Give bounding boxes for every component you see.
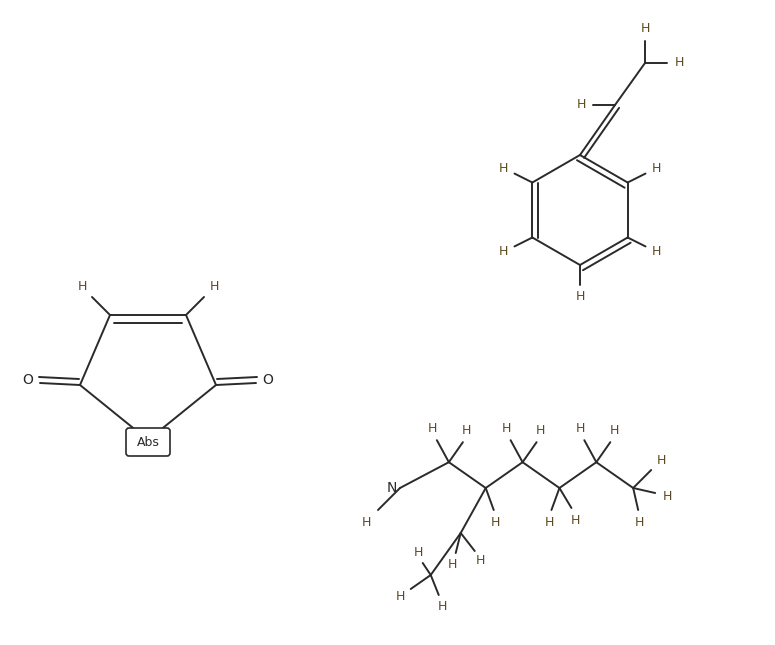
Text: H: H (361, 515, 370, 528)
Text: H: H (448, 559, 457, 571)
Text: H: H (536, 424, 546, 437)
Text: H: H (652, 162, 661, 175)
Text: H: H (502, 422, 512, 435)
Text: H: H (640, 23, 649, 35)
Text: H: H (491, 515, 501, 528)
Text: N: N (387, 481, 397, 495)
Text: H: H (476, 555, 485, 568)
Text: H: H (438, 600, 447, 613)
Text: H: H (663, 490, 672, 502)
Text: O: O (263, 373, 274, 387)
Text: Abs: Abs (136, 435, 160, 448)
Text: H: H (577, 99, 586, 112)
Text: H: H (545, 515, 554, 528)
Text: H: H (209, 281, 219, 293)
Text: O: O (22, 373, 33, 387)
Text: H: H (570, 513, 580, 526)
Text: H: H (576, 422, 585, 435)
Text: H: H (656, 453, 666, 466)
Text: H: H (428, 422, 438, 435)
Text: H: H (499, 162, 508, 175)
Text: H: H (414, 546, 423, 559)
Text: H: H (78, 281, 87, 293)
Text: H: H (674, 57, 684, 70)
FancyBboxPatch shape (126, 428, 170, 456)
Text: H: H (499, 245, 508, 258)
Text: H: H (575, 290, 584, 304)
Text: H: H (652, 245, 661, 258)
Text: H: H (635, 515, 644, 528)
Text: H: H (610, 424, 619, 437)
Text: H: H (462, 424, 471, 437)
Text: H: H (396, 591, 405, 604)
